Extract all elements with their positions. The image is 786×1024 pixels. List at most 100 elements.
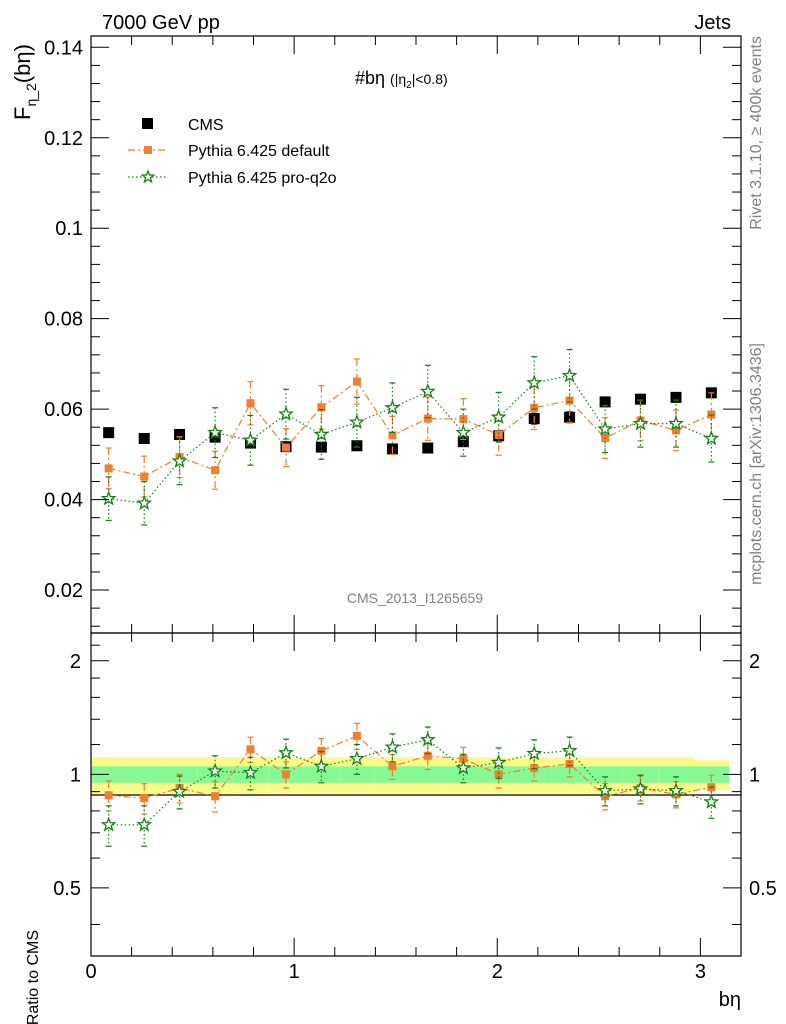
svg-text:Fη_2(bη): Fη_2(bη) [10,44,39,120]
main-point-default [459,415,468,424]
main-point-cms [599,396,611,408]
legend-marker-proq2o [140,169,156,184]
main-errorbar-default [353,358,360,405]
legend-label-cms: CMS [188,117,224,134]
main-point-default [530,403,539,412]
main-point-proq2o [703,430,720,446]
main-ytick-label: 0.12 [44,128,83,150]
main-ylabel-base: F [10,107,35,120]
ratio-errorbar-proq2o [495,747,502,780]
ratio-point-proq2o [136,816,153,832]
ratio-ytick-label: 0.5 [53,878,81,900]
legend-entry-default: Pythia 6.425 default [128,143,330,160]
main-point-default [140,472,149,481]
main-point-cms [174,428,186,440]
band-inner-bin [551,766,588,783]
ratio-point-proq2o [384,738,401,755]
band-inner-bin [693,766,730,783]
plot-title: #bη (|η2|<0.8) [355,68,448,91]
ratio-errorbar-proq2o [318,750,325,784]
ratio-point-default [423,751,432,760]
main-point-cms [138,433,150,445]
plot-title-cut: (|η [390,71,406,87]
main-point-default [104,464,113,473]
main-point-default [352,377,361,386]
ratio-point-proq2o [561,742,578,758]
main-line-default [108,380,712,478]
ratio-errorbar-default [176,773,183,804]
main-errorbar-proq2o [424,364,431,419]
plot-title-cut-end: |<0.8) [412,71,448,87]
ratio-axis-ticks: 0.5 0.5 1 1 2 2 [53,644,777,925]
ratio-point-proq2o [242,764,259,780]
legend: CMS Pythia 6.425 default Pythia 6.425 pr… [128,117,337,187]
main-errorbar-proq2o [141,480,148,526]
main-point-proq2o [100,490,117,506]
ratio-ytick-label: 2 [70,651,81,673]
main-point-cms [422,442,434,454]
analysis-id: CMS_2013_I1265659 [347,590,483,606]
band-inner-bin [587,766,623,783]
ratio-data-layer [100,722,720,847]
main-errorbar-proq2o [637,399,644,448]
ratio-point-proq2o [348,750,365,766]
legend-marker-default [144,146,152,154]
main-errorbar-proq2o [673,399,679,448]
main-point-proq2o [278,405,294,421]
main-errorbar-proq2o [105,476,112,521]
main-ytick-label: 0.1 [55,218,83,240]
main-point-proq2o [490,408,507,425]
ratio-errorbar-proq2o [531,739,538,770]
main-point-proq2o [419,383,436,399]
main-ylabel-arg: (bη) [10,44,35,83]
x-tick-label: 0 [85,961,96,983]
ratio-point-default [494,770,503,779]
main-ylabel: Fη_2(bη) [10,44,39,120]
ratio-errorbar-proq2o [673,776,679,807]
main-point-default [672,426,680,435]
ratio-errorbar-proq2o [283,738,289,769]
ratio-errorbar-proq2o [637,774,644,805]
ratio-ytick-label-right: 1 [749,764,760,786]
band-inner-bin [410,766,446,783]
main-point-proq2o [561,367,578,383]
main-ytick-label: 0.02 [44,580,83,602]
ratio-point-default [246,745,255,754]
main-point-proq2o [455,424,472,440]
band-inner-bin [303,766,340,783]
main-point-proq2o [668,415,684,431]
ratio-point-default [282,770,290,779]
ratio-point-proq2o [100,816,117,832]
ratio-point-default [211,792,220,801]
ratio-errorbar-proq2o [460,753,467,784]
ratio-point-proq2o [278,744,294,760]
ratio-point-default [104,791,113,800]
main-errorbar-proq2o [708,414,715,463]
main-point-default [423,414,432,423]
main-axis-ticks: 0.02 0.04 0.06 0.08 0.1 0.12 0.14 [44,37,741,627]
main-data-layer [100,348,720,526]
main-point-proq2o [597,420,614,436]
ratio-point-proq2o [455,759,472,775]
main-point-default [388,431,397,440]
main-point-cms [564,411,576,423]
ratio-point-default [352,731,361,740]
main-point-proq2o [242,431,259,448]
ratio-line-proq2o [108,739,712,826]
legend-label-proq2o: Pythia 6.425 pro-q2o [188,170,337,187]
main-point-default [246,399,255,408]
ratio-point-proq2o [490,754,507,770]
main-errorbar-proq2o [531,356,538,410]
rivet-label: Rivet 3.1.10, ≥ 400k events [748,36,765,230]
ratio-point-proq2o [419,731,436,747]
ratio-ytick-label-right: 0.5 [749,878,777,900]
ratio-point-proq2o [526,745,543,761]
ratio-point-proq2o [313,758,330,774]
band-inner-bin [622,766,659,783]
main-point-cms [103,427,115,439]
main-point-proq2o [171,452,188,468]
plot-title-cut-sub: 2 [406,80,412,91]
ratio-uncertainty-band [90,757,730,794]
main-ytick-label: 0.08 [44,309,83,331]
main-errorbar-proq2o [566,348,573,403]
